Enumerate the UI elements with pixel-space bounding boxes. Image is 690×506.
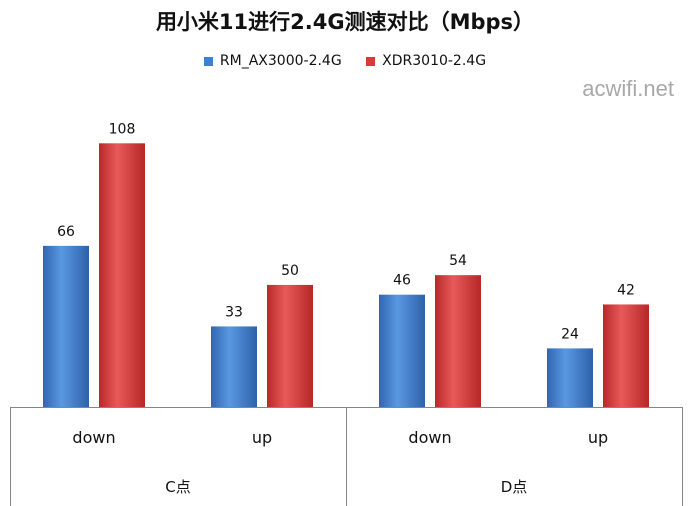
legend-swatch-series-2 [366, 56, 376, 66]
bar-series-1-cat-1 [43, 245, 89, 407]
bar-series-1-cat-2 [211, 326, 257, 407]
data-label-series-2-cat-4: 42 [617, 282, 635, 298]
bar-series-2-cat-3 [435, 275, 481, 407]
legend-label-series-1: RM_AX3000-2.4G [219, 53, 342, 69]
category-label-3: down [408, 428, 451, 447]
group-label-2: D点 [501, 478, 528, 496]
legend-item-series-2: XDR3010-2.4G [366, 53, 486, 69]
legend-item-series-1: RM_AX3000-2.4G [203, 53, 342, 69]
category-label-2: up [252, 428, 272, 447]
bar-series-2-cat-1 [99, 143, 145, 408]
watermark: acwifi.net [582, 76, 674, 101]
bar-series-2-cat-2 [267, 284, 313, 407]
chart-title: 用小米11进行2.4G测速对比（Mbps） [155, 10, 535, 34]
bar-series-1-cat-3 [379, 294, 425, 407]
legend-swatch-series-1 [203, 56, 213, 66]
data-label-series-2-cat-1: 108 [109, 121, 136, 137]
data-label-series-2-cat-2: 50 [281, 263, 299, 279]
data-label-series-1-cat-4: 24 [561, 326, 579, 342]
bar-series-1-cat-4 [547, 348, 593, 407]
category-label-4: up [588, 428, 608, 447]
data-label-series-1-cat-3: 46 [393, 273, 411, 289]
category-label-1: down [72, 428, 115, 447]
data-label-series-2-cat-3: 54 [449, 253, 467, 269]
data-label-series-1-cat-1: 66 [57, 224, 75, 240]
bar-series-2-cat-4 [603, 304, 649, 407]
data-label-series-1-cat-2: 33 [225, 304, 243, 320]
group-label-1: C点 [165, 478, 190, 496]
legend: RM_AX3000-2.4G XDR3010-2.4G [0, 53, 690, 70]
legend-label-series-2: XDR3010-2.4G [382, 53, 487, 69]
